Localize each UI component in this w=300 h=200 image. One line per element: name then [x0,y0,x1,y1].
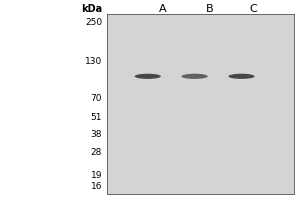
Text: 70: 70 [91,94,102,103]
Text: 250: 250 [85,18,102,27]
Text: 51: 51 [91,113,102,122]
Ellipse shape [135,74,161,79]
Text: C: C [249,4,256,14]
Text: 130: 130 [85,57,102,66]
Text: 38: 38 [91,130,102,139]
Text: kDa: kDa [81,4,102,14]
Text: 19: 19 [91,171,102,180]
Text: 16: 16 [91,182,102,191]
Text: B: B [206,4,213,14]
Ellipse shape [228,74,255,79]
Ellipse shape [182,74,208,79]
Text: 28: 28 [91,148,102,157]
Text: A: A [159,4,166,14]
